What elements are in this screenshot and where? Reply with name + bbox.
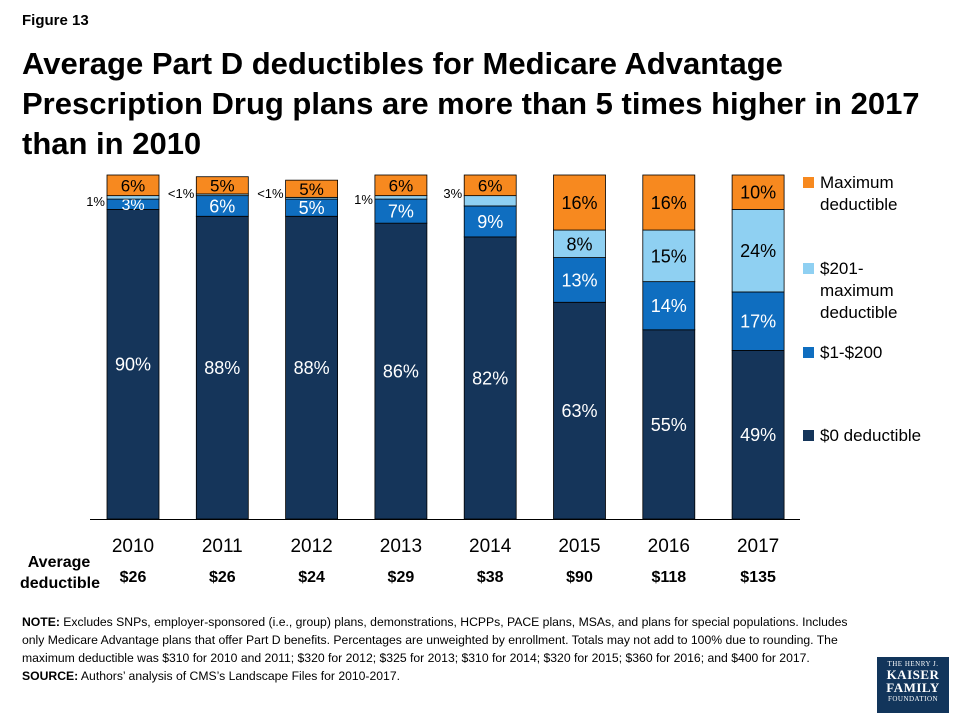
data-label: 16%: [561, 193, 597, 213]
bar-segment-maximum-deductible: [642, 174, 696, 231]
bar-segment-201-maximum-deductible: [374, 195, 428, 200]
bar-segment-maximum-deductible: [463, 174, 517, 197]
bar-segment-0-deductible: [106, 208, 160, 520]
x-tick-label: 2011: [202, 536, 243, 557]
legend-label: $0 deductible: [820, 426, 922, 445]
data-label: 3%: [121, 197, 144, 214]
legend-swatch: [803, 347, 814, 358]
bar-segment-1-200: [642, 281, 696, 331]
bar-segment-0-deductible: [374, 222, 428, 520]
data-label-outside: <1%: [257, 186, 284, 201]
data-label: 16%: [651, 193, 687, 213]
bar-segment-201-maximum-deductible: [463, 195, 517, 207]
bar-segment-0-deductible: [553, 301, 606, 520]
average-deductible-value: $29: [388, 569, 415, 586]
data-label: 6%: [389, 176, 414, 195]
bar-segment-maximum-deductible: [285, 179, 339, 198]
bar-segment-maximum-deductible: [374, 174, 428, 197]
data-label: 7%: [388, 202, 414, 222]
average-deductible-value: $26: [120, 569, 147, 586]
legend-item-1-200: $1-$200: [803, 342, 882, 364]
legend-item-maximum: Maximum deductible: [803, 172, 940, 216]
data-label: 15%: [651, 246, 687, 266]
average-deductible-value: $118: [651, 569, 686, 586]
bar-segment-maximum-deductible: [106, 174, 160, 197]
stacked-bar-chart: 90% 3% 1% 6% 2010 $26 88% 6% <1% 5% 2011 $26 88% 5% <1…: [86, 174, 800, 586]
data-label: 5%: [299, 198, 325, 218]
footnote: NOTE: Excludes SNPs, employer-sponsored …: [22, 613, 870, 685]
average-deductible-label: Average deductible: [20, 554, 101, 592]
bar-segment-201-maximum-deductible: [106, 195, 160, 200]
legend-swatch: [803, 177, 814, 188]
data-label: 8%: [566, 234, 592, 254]
legend-label: $1-$200: [820, 343, 883, 362]
legend-label: Maximum deductible: [820, 173, 898, 214]
data-label: 6%: [209, 196, 235, 216]
data-label: 86%: [383, 362, 419, 382]
data-label-outside: 3%: [443, 186, 462, 201]
data-label-outside: 1%: [86, 194, 105, 209]
data-label: 24%: [740, 241, 776, 261]
x-tick-label: 2010: [112, 536, 154, 557]
data-label: 13%: [561, 270, 597, 290]
legend-item-0: $0 deductible: [803, 425, 921, 447]
bar-segment-201-maximum-deductible: [553, 229, 606, 258]
data-label: 6%: [478, 176, 503, 195]
average-deductible-value: $38: [477, 569, 504, 586]
data-label: 90%: [115, 355, 151, 375]
bar-segment-201-maximum-deductible: [731, 208, 785, 293]
note-label: NOTE:: [22, 615, 60, 629]
data-label: 5%: [210, 176, 235, 195]
legend-label: $201- maximum deductible: [820, 259, 898, 322]
data-label-outside: 1%: [354, 192, 373, 207]
bar-segment-0-deductible: [642, 329, 696, 520]
data-label: 63%: [561, 401, 597, 421]
logo-line-1: THE HENRY J.: [887, 660, 939, 668]
data-label: 82%: [472, 368, 508, 388]
average-deductible-value: $135: [740, 569, 776, 586]
average-deductible-value: $26: [209, 569, 236, 586]
data-label: 5%: [299, 180, 324, 199]
data-label-outside: <1%: [168, 186, 195, 201]
logo-line-4: FOUNDATION: [887, 695, 939, 703]
logo-line-2: KAISER: [886, 667, 940, 682]
bar-segment-maximum-deductible: [731, 174, 785, 210]
bar-segment-maximum-deductible: [195, 176, 249, 195]
source-text: Authors’ analysis of CMS’s Landscape Fil…: [78, 669, 400, 683]
bar-segment-0-deductible: [195, 215, 249, 520]
x-tick-label: 2012: [290, 536, 332, 557]
legend-swatch: [803, 430, 814, 441]
x-tick-label: 2013: [380, 536, 422, 557]
bar-segment-maximum-deductible: [553, 174, 606, 231]
legend-item-201-max: $201- maximum deductible: [803, 258, 925, 324]
data-label: 9%: [477, 212, 503, 232]
average-deductible-value: $90: [566, 569, 593, 586]
bar-segment-201-maximum-deductible: [642, 229, 696, 283]
note-text: Excludes SNPs, employer-sponsored (i.e.,…: [22, 615, 848, 665]
x-tick-label: 2015: [558, 536, 600, 557]
data-label: 10%: [740, 183, 776, 203]
bar-segment-0-deductible: [463, 236, 517, 520]
chart-title: Average Part D deductibles for Medicare …: [22, 46, 920, 161]
source-label: SOURCE:: [22, 669, 79, 683]
average-deductible-value: $24: [298, 569, 325, 586]
data-label: 14%: [651, 296, 687, 316]
bar-segment-1-200: [374, 198, 428, 224]
legend-swatch: [803, 263, 814, 274]
bar-segment-0-deductible: [731, 350, 785, 520]
data-label: 6%: [121, 176, 146, 195]
bar-segment-1-200: [553, 257, 606, 303]
bar-segment-0-deductible: [285, 215, 339, 520]
x-tick-label: 2017: [737, 536, 779, 557]
logo-line-3: FAMILY: [886, 680, 940, 695]
x-tick-label: 2016: [648, 536, 690, 557]
data-label: 17%: [740, 312, 776, 332]
kff-logo: THE HENRY J. KAISER FAMILY FOUNDATION: [877, 657, 949, 713]
data-label: 88%: [294, 358, 330, 378]
figure-label: Figure 13: [22, 12, 89, 29]
data-label: 55%: [651, 415, 687, 435]
data-label: 49%: [740, 425, 776, 445]
data-label: 88%: [204, 358, 240, 378]
x-tick-label: 2014: [469, 536, 512, 557]
